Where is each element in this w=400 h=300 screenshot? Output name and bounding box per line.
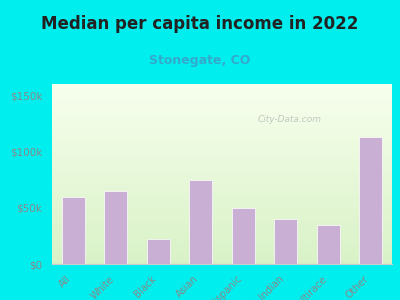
Text: City-Data.com: City-Data.com <box>258 116 322 124</box>
Bar <box>274 219 298 264</box>
Text: Stonegate, CO: Stonegate, CO <box>149 54 251 67</box>
Bar <box>146 239 170 264</box>
Bar <box>316 225 340 264</box>
Bar <box>232 208 255 264</box>
Text: Median per capita income in 2022: Median per capita income in 2022 <box>41 15 359 33</box>
Bar <box>189 180 212 264</box>
Bar <box>62 196 85 264</box>
Bar <box>104 191 128 264</box>
Bar <box>359 137 382 264</box>
